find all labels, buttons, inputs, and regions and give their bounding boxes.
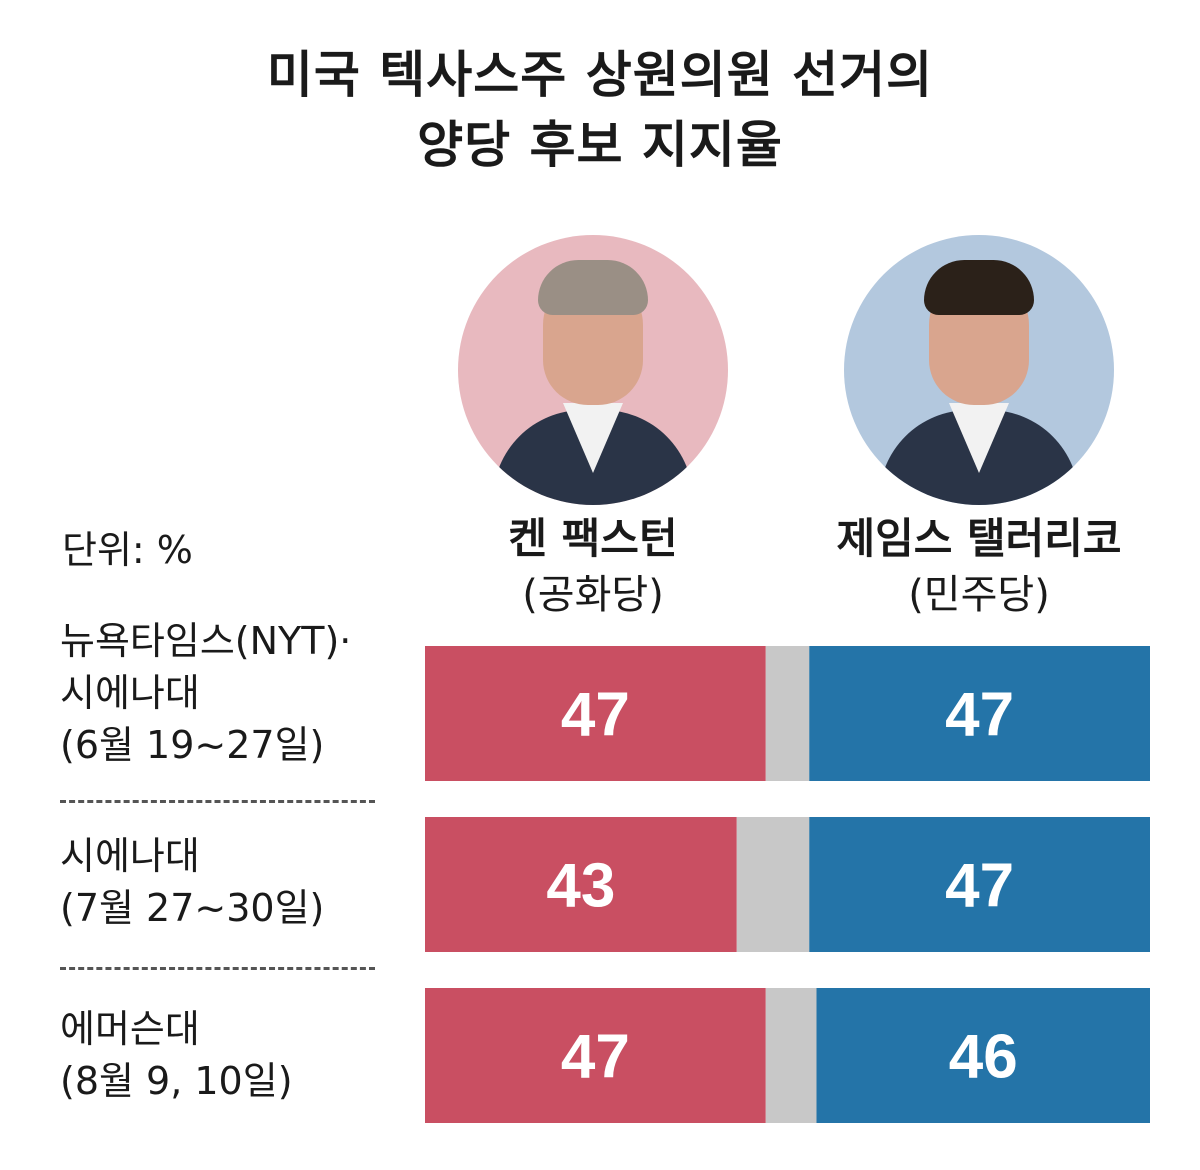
paxton-hair [538,260,648,315]
chart-title: 미국 텍사스주 상원의원 선거의 양당 후보 지지율 [0,40,1200,180]
poll-label-emerson: 에머슨대 (8월 9, 10일) [60,1003,420,1107]
paxton-photo [458,235,728,505]
poll-label-line: 에머슨대 [60,1007,200,1051]
paxton-party: (공화당) [522,572,664,618]
bar-talarico [809,646,1150,781]
poll-label-siena: 시에나대 (7월 27~30일) [60,830,420,934]
candidate-talarico: 제임스 탤러리코 (민주당) [829,235,1129,623]
bar-paxton [425,817,737,952]
talarico-name: 제임스 탤러리코 [836,514,1122,563]
value-label-talarico: 47 [945,852,1014,921]
bar-undecided [765,646,810,781]
paxton-name: 켄 팩스턴 [508,514,678,563]
value-label-talarico: 47 [945,681,1014,750]
poll-label-line: (7월 27~30일) [60,886,325,930]
candidate-paxton: 켄 팩스턴 (공화당) [443,235,743,623]
poll-label-line: 시에나대 [60,671,200,715]
title-line-2: 양당 후보 지지율 [417,116,783,174]
poll-label-nyt-siena: 뉴욕타임스(NYT)· 시에나대 (6월 19~27일) [60,615,420,771]
talarico-party: (민주당) [908,572,1050,618]
row-divider [60,967,375,970]
bar-talarico [816,988,1150,1123]
bar-undecided [736,817,810,952]
bar-paxton [425,988,766,1123]
bar-paxton [425,646,766,781]
poll-label-line: 뉴욕타임스(NYT)· [60,619,352,663]
value-label-paxton: 47 [561,681,630,750]
title-line-1: 미국 텍사스주 상원의원 선거의 [266,46,934,104]
poll-label-line: 시에나대 [60,834,200,878]
talarico-photo [844,235,1114,505]
value-label-paxton: 43 [546,852,615,921]
row-divider [60,800,375,803]
talarico-hair [924,260,1034,315]
bar-undecided [765,988,817,1123]
value-label-talarico: 46 [949,1023,1018,1092]
value-label-paxton: 47 [561,1023,630,1092]
unit-label: 단위: % [62,528,193,572]
poll-label-line: (6월 19~27일) [60,723,325,767]
bar-talarico [809,817,1150,952]
poll-label-line: (8월 9, 10일) [60,1059,293,1103]
